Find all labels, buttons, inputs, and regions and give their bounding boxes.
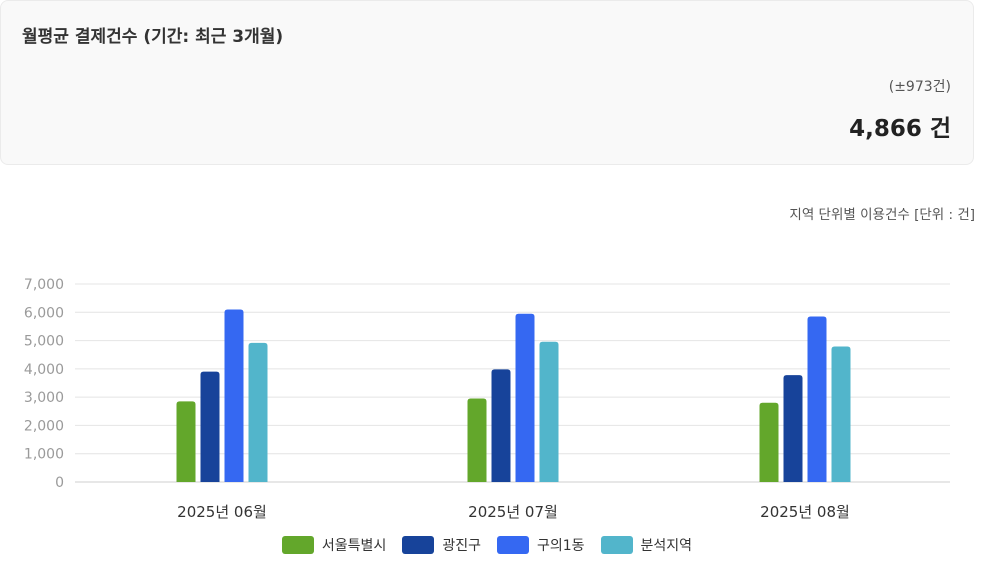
y-tick-label: 0 — [55, 475, 64, 491]
y-tick-label: 7,000 — [24, 277, 64, 293]
legend-item-guui1dong[interactable]: 구의1동 — [496, 535, 585, 555]
summary-value: 4,866 건 — [849, 116, 951, 142]
bar — [224, 309, 244, 482]
bar — [539, 341, 559, 482]
legend-item-gwangjin[interactable]: 광진구 — [402, 535, 481, 555]
bar — [515, 313, 535, 482]
legend-label-gwangjin: 광진구 — [442, 538, 481, 554]
legend-swatch-guui1dong — [496, 536, 529, 554]
summary-card: 월평균 결제건수 (기간: 최근 3개월) (±973건) 4,866 건 — [0, 0, 974, 165]
x-tick-label: 2025년 08월 — [760, 503, 850, 521]
y-tick-label: 4,000 — [24, 362, 64, 378]
y-tick-label: 2,000 — [24, 418, 64, 434]
bar — [248, 342, 268, 482]
x-tick-label: 2025년 06월 — [177, 503, 267, 521]
legend-label-analysis-area: 분석지역 — [640, 538, 693, 554]
y-tick-label: 3,000 — [24, 390, 64, 406]
summary-range: (±973건) — [888, 79, 951, 95]
bar — [176, 401, 196, 482]
bar — [491, 369, 511, 482]
legend-item-seoul[interactable]: 서울특별시 — [281, 535, 387, 555]
bar — [783, 375, 803, 482]
bar — [200, 371, 220, 482]
legend-label-guui1dong: 구의1동 — [536, 538, 585, 554]
bar-chart: 0 1,000 2,000 3,000 4,000 5,000 6,000 7,000 2025… — [24, 277, 950, 521]
legend-swatch-analysis-area — [600, 536, 633, 554]
bar — [467, 398, 487, 482]
legend-swatch-seoul — [281, 536, 314, 554]
legend-label-seoul: 서울특별시 — [321, 538, 387, 554]
y-tick-label: 1,000 — [24, 447, 64, 463]
bar — [759, 402, 779, 482]
legend-item-analysis-area[interactable]: 분석지역 — [600, 535, 693, 555]
legend-swatch-gwangjin — [402, 536, 435, 554]
bar — [807, 316, 827, 482]
summary-title: 월평균 결제건수 (기간: 최근 3개월) — [22, 27, 284, 47]
y-tick-label: 6,000 — [24, 305, 64, 321]
chart-legend: 서울특별시 광진구 구의1동 분석지역 — [0, 535, 974, 555]
y-tick-label: 5,000 — [24, 334, 64, 350]
bar — [831, 346, 851, 482]
chart-caption: 지역 단위별 이용건수 [단위 : 건] — [789, 207, 975, 223]
x-tick-label: 2025년 07월 — [468, 503, 558, 521]
